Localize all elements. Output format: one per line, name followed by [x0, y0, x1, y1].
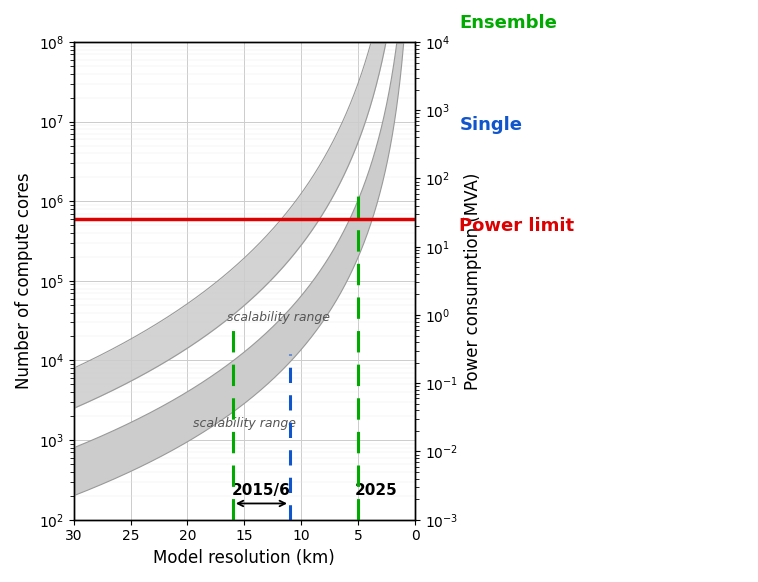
Text: 2025: 2025: [355, 482, 397, 498]
Y-axis label: Power consumption (MVA): Power consumption (MVA): [464, 172, 481, 389]
Y-axis label: Number of compute cores: Number of compute cores: [15, 172, 33, 389]
Text: Ensemble: Ensemble: [459, 15, 557, 33]
X-axis label: Model resolution (km): Model resolution (km): [153, 549, 335, 567]
Text: scalability range: scalability range: [193, 417, 296, 430]
Text: Single: Single: [459, 116, 522, 134]
Text: 2015/6: 2015/6: [232, 482, 291, 498]
Text: scalability range: scalability range: [227, 311, 330, 324]
Text: Power limit: Power limit: [459, 217, 575, 235]
